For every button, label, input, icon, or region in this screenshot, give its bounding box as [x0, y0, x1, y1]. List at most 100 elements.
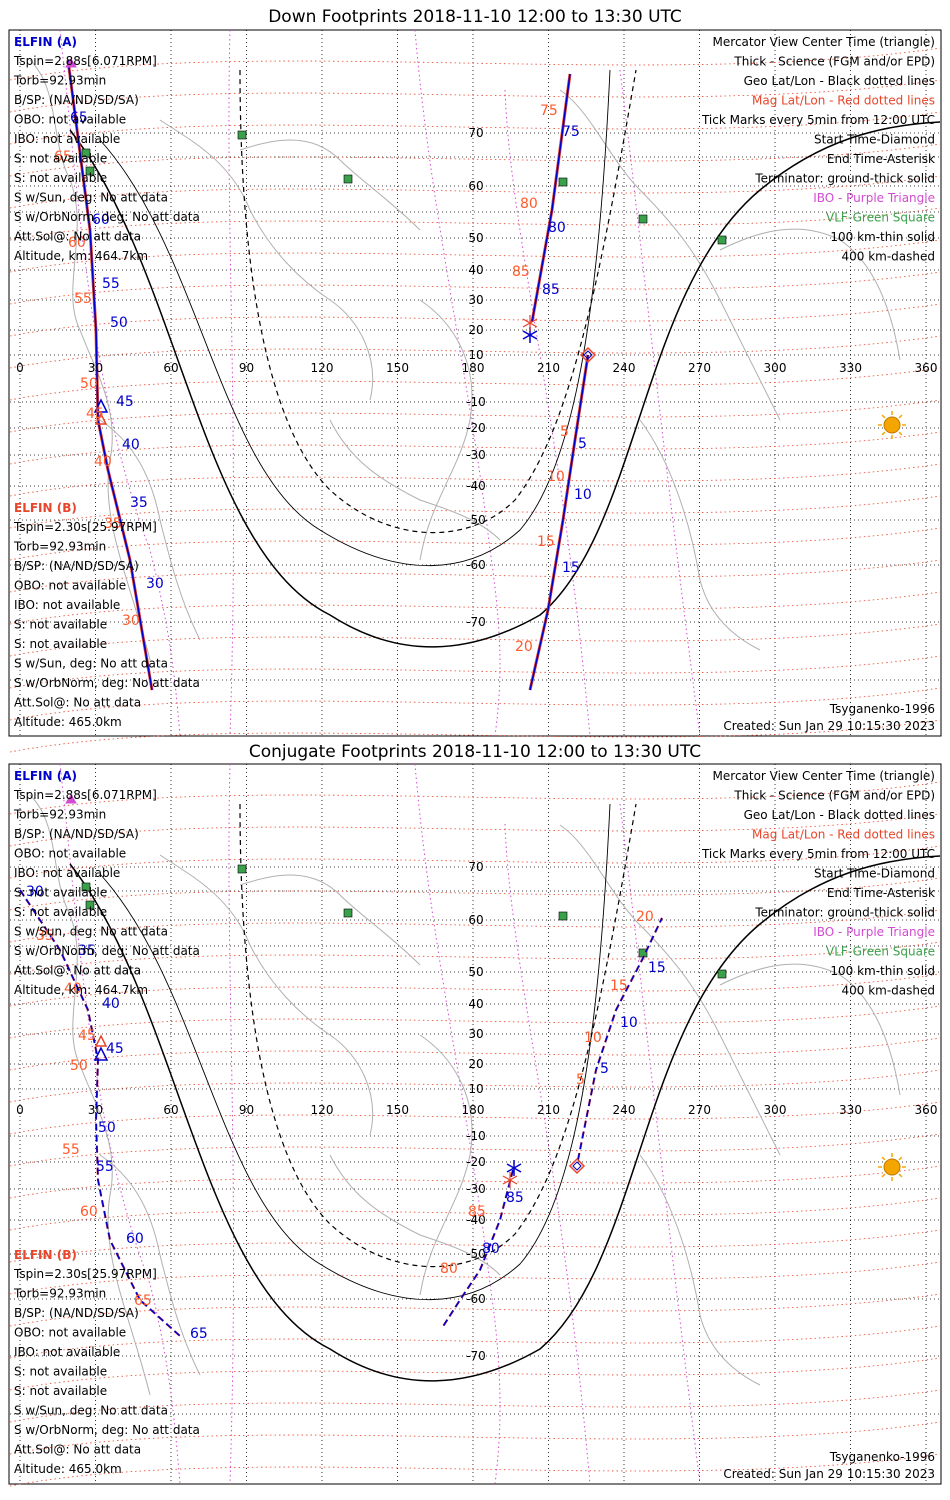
- elfin-b-info-line: B/SP: (NA/ND/SD/SA): [14, 559, 139, 573]
- vlf-station-marker: [717, 235, 727, 245]
- end-time-asterisk: [522, 315, 538, 343]
- elfin-a-info-line: S w/Sun, deg: No att data: [14, 925, 168, 939]
- track-time-label: 85: [506, 1190, 524, 1206]
- track-time-label: 40: [102, 996, 120, 1012]
- elfin-a-info-line: Att.Sol@: No att data: [14, 964, 141, 978]
- lat-tick-label: -60: [466, 1292, 486, 1306]
- center-time-triangle: [94, 412, 108, 425]
- elfin-a-info-line: IBO: not available: [14, 132, 120, 146]
- center-time-triangle: [94, 1034, 108, 1047]
- lon-tick-label: 210: [537, 1103, 560, 1117]
- mag-lon-line: [228, 29, 235, 737]
- lat-tick-label: 20: [468, 1057, 483, 1071]
- elfin-a-info-line: OBO: not available: [14, 847, 126, 861]
- elfin-a-header: ELFIN (A): [14, 769, 77, 783]
- lat-tick-label: 30: [468, 1027, 483, 1041]
- track-time-label: 30: [26, 884, 44, 900]
- legend-line: VLF-Green Square: [826, 945, 935, 959]
- track-time-label: 15: [562, 560, 580, 576]
- track-time-label: 45: [116, 394, 134, 410]
- lat-tick-label: 60: [468, 179, 483, 193]
- lat-tick-label: 20: [468, 323, 483, 337]
- lon-tick-label: 300: [764, 361, 787, 375]
- terminator-curve: [69, 121, 941, 648]
- panel-title: Conjugate Footprints 2018-11-10 12:00 to…: [249, 742, 701, 762]
- elfin-b-info-line: Tspin=2.30s[25.97RPM]: [13, 520, 157, 534]
- track-time-label: 60: [92, 212, 110, 228]
- vlf-station-marker: [237, 864, 247, 874]
- track-time-label: 60: [80, 1204, 98, 1220]
- lon-tick-label: 360: [915, 1103, 938, 1117]
- legend-line: Thick - Science (FGM and/or EPD): [733, 55, 935, 69]
- map-panel-down: 0 30 60 90 120 150 180 210 240 270 300 330 360 70 60 50…: [8, 29, 942, 753]
- elfin-b-info-line: Torb=92.93min: [13, 1287, 106, 1301]
- lon-tick-label: 330: [839, 361, 862, 375]
- start-time-diamond: [572, 1161, 582, 1171]
- legend-line: IBO - Purple Triangle: [813, 191, 935, 205]
- lat-tick-label: -30: [466, 448, 486, 462]
- lon-tick-label: 120: [311, 361, 334, 375]
- legend-line: 100 km-thin solid: [830, 964, 935, 978]
- panel-title: Down Footprints 2018-11-10 12:00 to 13:3…: [268, 7, 682, 27]
- mag-lon-line: [228, 763, 235, 1485]
- created-label: Created: Sun Jan 29 10:15:30 2023: [723, 1467, 935, 1481]
- track-time-label: 55: [96, 1159, 114, 1175]
- mag-lon-line: [414, 763, 501, 1485]
- elfin-a-info-line: S w/OrbNorm, deg: No att data: [14, 210, 200, 224]
- track-time-label: 55: [102, 276, 120, 292]
- lon-tick-label: 270: [688, 1103, 711, 1117]
- lat-tick-label: -50: [466, 1247, 486, 1261]
- lon-tick-label: 150: [386, 1103, 409, 1117]
- sun-icon: [878, 1153, 906, 1181]
- elfin-b-track-blue: [577, 917, 663, 1161]
- footprint-400km-curve: [239, 803, 637, 1268]
- lat-tick-label: 30: [468, 293, 483, 307]
- elfin-a-info-line: S w/Sun, deg: No att data: [14, 191, 168, 205]
- lon-tick-label: 90: [239, 361, 254, 375]
- elfin-a-info-line: Torb=92.93min: [13, 74, 106, 88]
- elfin-b-info-line: Att.Sol@: No att data: [14, 1443, 141, 1457]
- coastlines: [29, 794, 901, 1396]
- legend-line: Mag Lat/Lon - Red dotted lines: [752, 828, 935, 842]
- vlf-station-marker: [717, 969, 727, 979]
- track-time-label: 45: [106, 1041, 124, 1057]
- track-time-label: 20: [636, 909, 654, 925]
- track-time-label: 65: [70, 110, 88, 126]
- lat-tick-label: -10: [466, 395, 486, 409]
- vlf-station-marker: [81, 882, 91, 892]
- legend-line: Geo Lat/Lon - Black dotted lines: [744, 808, 935, 822]
- legend-line: IBO - Purple Triangle: [813, 925, 935, 939]
- elfin-a-info-line: S w/OrbNorm, deg: No att data: [14, 944, 200, 958]
- lon-tick-label: 180: [462, 361, 485, 375]
- track-time-label: 10: [584, 1030, 602, 1046]
- track-time-label: 60: [68, 235, 86, 251]
- elfin-b-info-line: S w/Sun, deg: No att data: [14, 1404, 168, 1418]
- vlf-station-marker: [85, 166, 95, 176]
- elfin-b-info-line: Torb=92.93min: [13, 540, 106, 554]
- track-time-label: 55: [62, 1142, 80, 1158]
- track-time-label: 10: [620, 1015, 638, 1031]
- lat-tick-label: -70: [466, 615, 486, 629]
- track-time-label: 55: [74, 291, 92, 307]
- track-time-label: 85: [512, 264, 530, 280]
- track-time-label: 80: [548, 220, 566, 236]
- track-time-label: 30: [122, 613, 140, 629]
- track-time-label: 85: [468, 1204, 486, 1220]
- mag-lon-line: [414, 29, 501, 737]
- start-time-diamond: [579, 346, 597, 364]
- elfin-b-info-line: S: not available: [14, 1384, 107, 1398]
- legend-line: VLF-Green Square: [826, 211, 935, 225]
- elfin-a-info-line: S: not available: [14, 886, 107, 900]
- track-time-label: 35: [36, 928, 54, 944]
- legend-line: Thick - Science (FGM and/or EPD): [733, 789, 935, 803]
- lat-tick-label: -50: [466, 513, 486, 527]
- elfin-a-info-line: Torb=92.93min: [13, 808, 106, 822]
- lat-tick-label: 50: [468, 965, 483, 979]
- legend-line: Terminator: ground-thick solid: [754, 172, 935, 186]
- elfin-b-info-line: OBO: not available: [14, 579, 126, 593]
- ibo-triangle: [65, 794, 77, 804]
- elfin-a-info-line: Tspin=2.88s[6.071RPM]: [13, 54, 157, 68]
- lon-tick-label: 90: [239, 1103, 254, 1117]
- vlf-station-marker: [85, 900, 95, 910]
